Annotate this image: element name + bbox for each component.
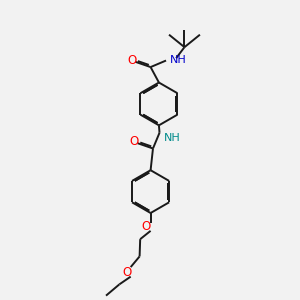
Text: O: O: [129, 135, 139, 148]
Text: NH: NH: [169, 55, 186, 65]
Text: NH: NH: [164, 133, 181, 143]
Text: O: O: [142, 220, 151, 233]
Text: O: O: [122, 266, 131, 279]
Text: O: O: [127, 54, 136, 67]
